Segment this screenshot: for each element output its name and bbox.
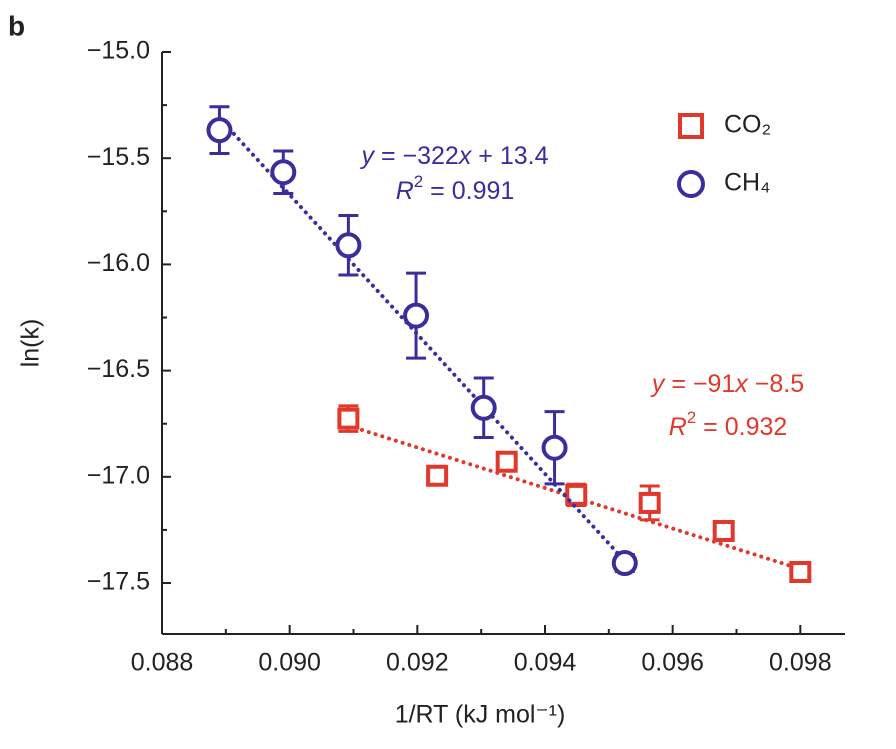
y-tick-label: −15.0	[87, 37, 150, 65]
point	[638, 491, 661, 514]
equation-part: = −322	[374, 142, 459, 170]
equation-part: x	[734, 370, 749, 398]
x-tick-label: 0.090	[258, 649, 321, 677]
x-tick-label: 0.088	[131, 649, 194, 677]
y-tick-label: −17.0	[87, 461, 150, 489]
point	[403, 302, 430, 329]
equation-part: + 13.4	[471, 142, 548, 170]
x-tick-label: 0.092	[386, 649, 449, 677]
r-squared-part: R	[669, 413, 687, 441]
point	[712, 519, 735, 542]
point	[541, 434, 568, 461]
point	[335, 232, 362, 259]
y-axis-label: ln(k)	[17, 319, 45, 368]
panel-label: b	[8, 10, 25, 41]
point	[270, 159, 297, 186]
equation-part: y	[650, 370, 666, 398]
point	[426, 464, 449, 487]
fit-line	[346, 423, 803, 572]
r-squared-part: 2	[414, 172, 423, 191]
equation-part: y	[360, 142, 376, 170]
y-tick-label: −16.0	[87, 249, 150, 277]
r-squared-part: 2	[687, 408, 696, 427]
x-tick-label: 0.098	[769, 649, 832, 677]
y-tick-label: −15.5	[87, 143, 150, 171]
x-tick-label: 0.094	[514, 649, 577, 677]
fit-equation: y = −91x −8.5	[650, 370, 804, 398]
y-tick-label: −16.5	[87, 355, 150, 383]
r-squared-part: R	[396, 177, 414, 205]
x-tick-label: 0.096	[641, 649, 704, 677]
x-axis-label: 1/RT (kJ mol⁻¹)	[395, 701, 566, 729]
point	[337, 407, 360, 430]
point	[611, 550, 638, 577]
point	[206, 117, 233, 144]
equation-part: x	[458, 142, 473, 170]
y-tick-label: −17.5	[87, 568, 150, 596]
point	[470, 394, 497, 421]
equation-part: = −91	[664, 370, 735, 398]
point	[565, 483, 588, 506]
legend-label: CO₂	[724, 111, 771, 139]
point	[495, 450, 518, 473]
legend-label: CH₄	[724, 169, 770, 197]
fit-line	[217, 116, 627, 563]
legend-marker	[677, 170, 705, 198]
legend-marker	[678, 113, 704, 139]
r-squared-part: = 0.932	[696, 413, 787, 441]
r-squared: R2 = 0.991	[396, 172, 515, 205]
equation-part: −8.5	[748, 370, 804, 398]
fit-equation: y = −322x + 13.4	[360, 142, 549, 170]
r-squared: R2 = 0.932	[669, 408, 788, 441]
r-squared-part: = 0.991	[423, 177, 514, 205]
point	[789, 560, 812, 583]
